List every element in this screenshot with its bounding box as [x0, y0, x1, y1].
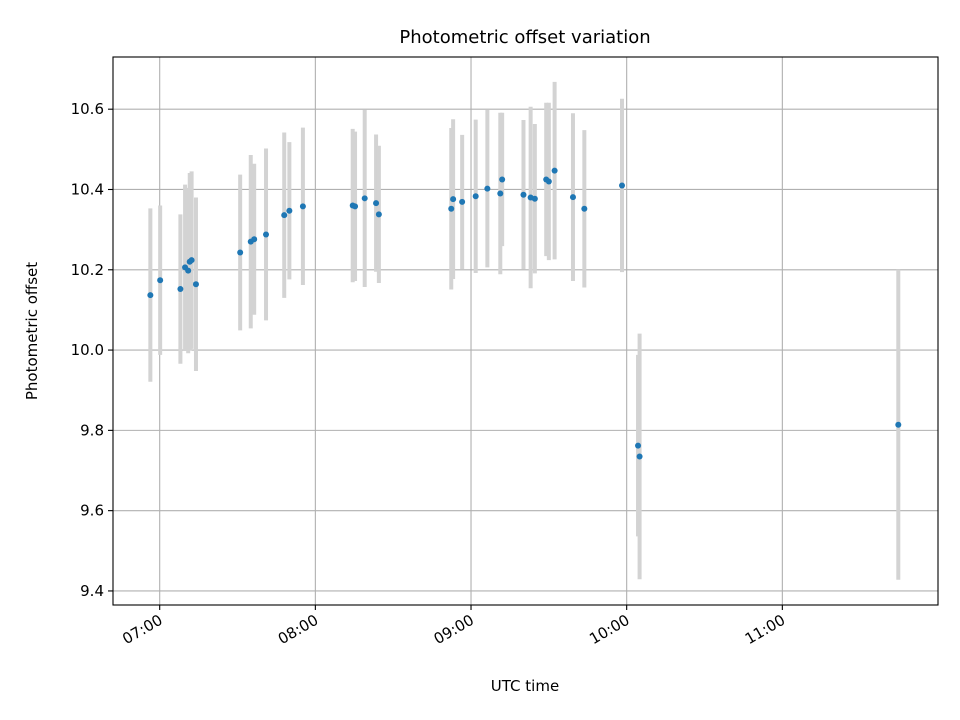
data-point	[263, 231, 270, 238]
chart-title: Photometric offset variation	[399, 27, 650, 48]
data-point	[619, 182, 626, 189]
data-point	[188, 257, 195, 264]
data-point	[177, 286, 184, 293]
data-point	[448, 205, 455, 212]
data-point	[286, 207, 293, 214]
data-point	[520, 191, 527, 198]
y-axis-ticks: 9.4 9.6 9.8 10.0 10.2 10.4 10.6	[71, 100, 113, 600]
y-tick-label: 10.0	[71, 341, 104, 359]
y-tick-label: 9.4	[80, 582, 104, 600]
y-tick-label: 10.4	[71, 180, 104, 198]
data-point	[361, 195, 368, 202]
data-point	[147, 292, 154, 299]
data-point	[635, 442, 642, 449]
data-point	[497, 190, 504, 197]
data-point	[472, 193, 479, 200]
y-tick-label: 9.6	[80, 502, 104, 520]
data-point	[375, 211, 382, 218]
data-point	[551, 167, 558, 174]
data-point	[545, 178, 552, 185]
data-point	[352, 203, 359, 210]
data-point	[157, 277, 164, 284]
data-points	[147, 167, 902, 460]
data-point	[450, 196, 457, 203]
y-tick-label: 10.6	[71, 100, 104, 118]
data-point	[459, 198, 466, 205]
y-axis-label: Photometric offset	[23, 262, 41, 400]
data-point	[895, 421, 902, 428]
data-point	[636, 453, 643, 460]
plot-frame	[112, 56, 939, 606]
data-point	[499, 176, 506, 183]
x-axis-label: UTC time	[491, 677, 559, 695]
data-point	[569, 194, 576, 201]
data-point	[251, 236, 258, 243]
data-point	[531, 195, 538, 202]
data-point	[373, 200, 380, 207]
data-point	[299, 203, 306, 210]
y-tick-label: 10.2	[71, 261, 104, 279]
data-point	[281, 212, 288, 219]
data-point	[581, 205, 588, 212]
data-point	[192, 281, 199, 288]
data-point	[484, 185, 491, 192]
y-tick-label: 9.8	[80, 421, 104, 439]
data-point	[237, 249, 244, 256]
data-point	[185, 267, 192, 274]
